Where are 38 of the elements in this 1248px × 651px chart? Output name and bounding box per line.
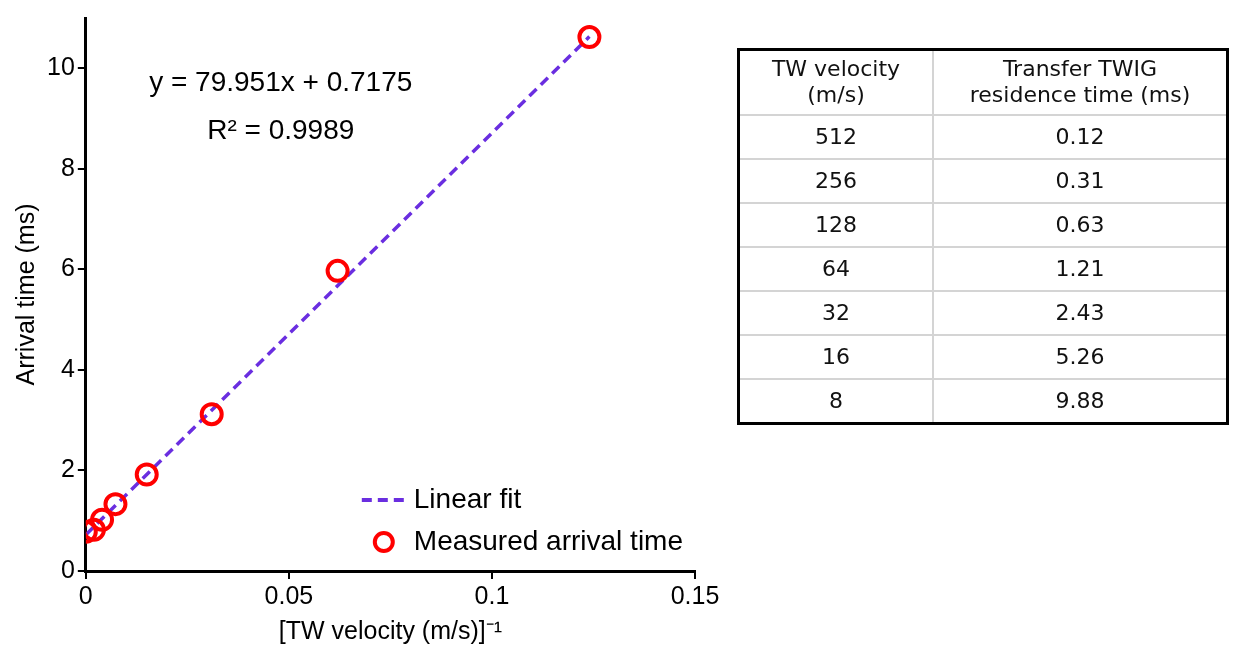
x-tick-label: 0.15 xyxy=(670,580,720,609)
text: 8 xyxy=(738,378,933,424)
annotation: R² = 0.9989 xyxy=(207,113,355,145)
x-tick-label: 0.05 xyxy=(264,580,314,609)
y-tick-label: 4 xyxy=(60,353,75,382)
y-tick-label: 10 xyxy=(47,52,75,81)
point xyxy=(577,25,602,50)
text: 1.21 xyxy=(933,246,1228,291)
text: 64 xyxy=(738,246,933,291)
y-tick-label: 8 xyxy=(60,152,75,181)
point xyxy=(325,258,350,283)
legend-label: Linear fit xyxy=(413,482,522,514)
point xyxy=(134,462,159,487)
text: 2.43 xyxy=(933,290,1228,335)
point xyxy=(90,507,115,532)
text: 256 xyxy=(738,158,933,203)
x-tick-label: 0 xyxy=(78,580,93,609)
annotation: y = 79.951x + 0.7175 xyxy=(149,65,413,97)
x-tick-label: 0.1 xyxy=(474,580,510,609)
text: 0.12 xyxy=(933,114,1228,159)
text: 0.63 xyxy=(933,202,1228,247)
text: 512 xyxy=(738,114,933,159)
x-axis-title: [TW velocity (m/s)]⁻¹ xyxy=(278,615,503,644)
y-axis-title: Arrival time (ms) xyxy=(10,203,39,386)
text: 128 xyxy=(738,202,933,247)
y-tick-label: 2 xyxy=(60,454,75,483)
text: 0.31 xyxy=(933,158,1228,203)
point xyxy=(199,402,224,427)
text: 5.26 xyxy=(933,334,1228,379)
y-tick-label: 6 xyxy=(60,253,75,282)
y-tick-label: 0 xyxy=(60,554,75,583)
text: Transfer TWIG residence time (ms) xyxy=(933,49,1228,115)
text: 9.88 xyxy=(933,378,1228,424)
legend-label: Measured arrival time xyxy=(413,524,683,556)
text: TW velocity (m/s) xyxy=(738,49,933,115)
text: 16 xyxy=(738,334,933,379)
point xyxy=(103,492,128,517)
text: 32 xyxy=(738,290,933,335)
